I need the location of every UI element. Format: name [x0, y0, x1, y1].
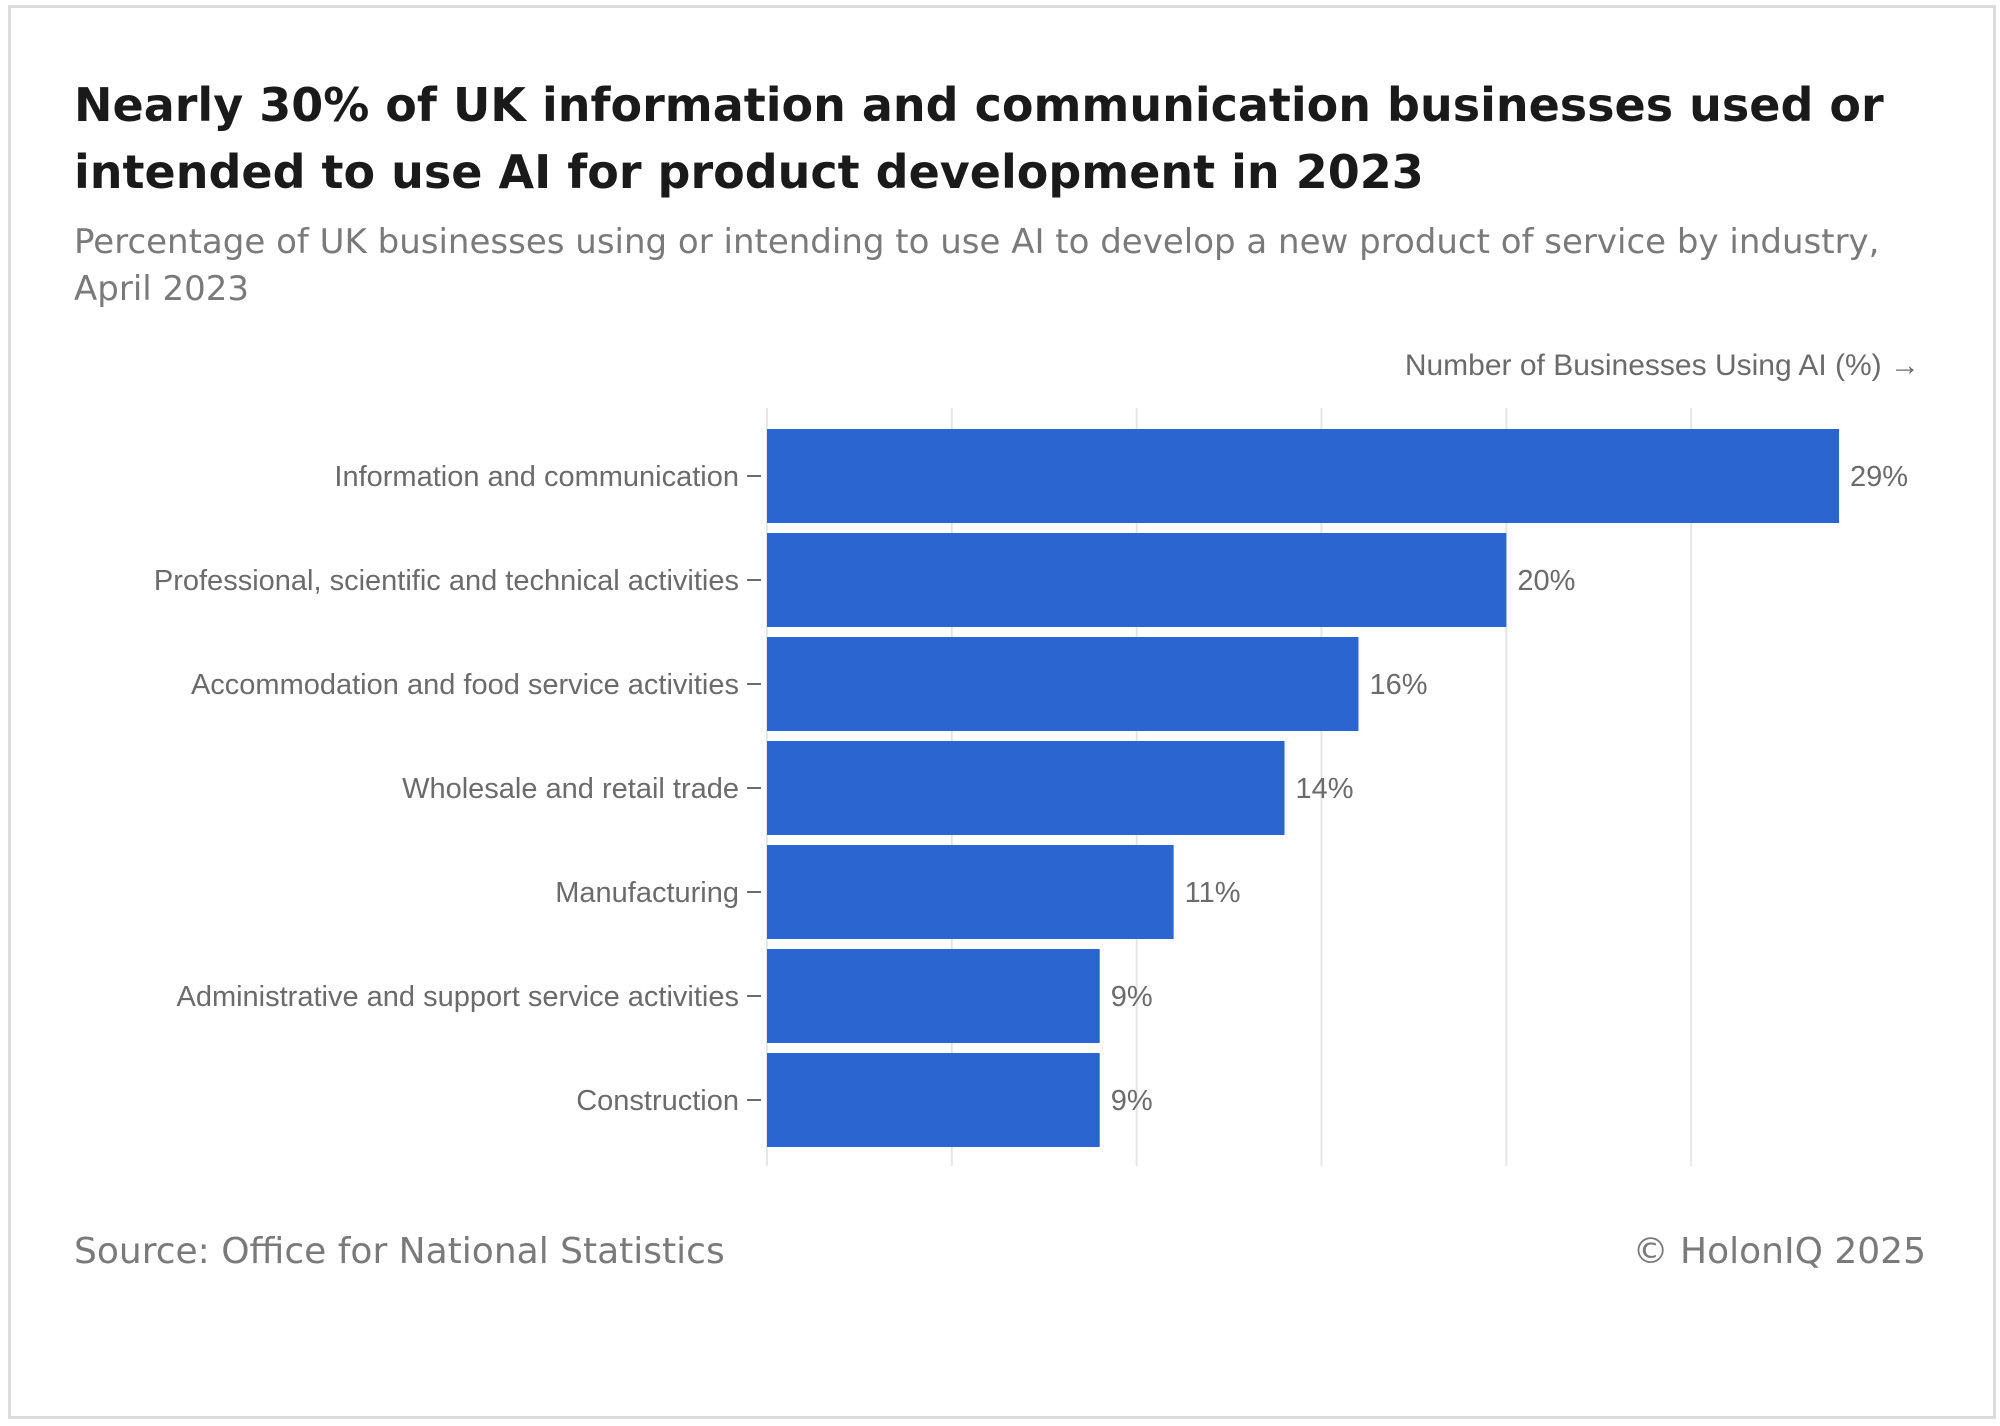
bar-6: [767, 1053, 1100, 1147]
category-label-4: Manufacturing: [555, 877, 739, 909]
category-label-3: Wholesale and retail trade: [402, 773, 739, 805]
bar-3: [767, 741, 1285, 835]
source-note: Source: Office for National Statistics: [74, 1231, 725, 1272]
bars: [767, 429, 1840, 1147]
category-labels: Information and communication Professiona…: [154, 461, 761, 1117]
x-axis-title: Number of Businesses Using AI (%) →: [1404, 349, 1920, 382]
category-label-2: Accommodation and food service activitie…: [191, 669, 739, 701]
category-label-6: Construction: [576, 1085, 739, 1117]
category-label-0: Information and communication: [334, 461, 739, 493]
bar-2: [767, 637, 1359, 731]
bar-5: [767, 949, 1100, 1043]
category-label-1: Professional, scientific and technical a…: [154, 565, 739, 597]
bar-0: [767, 429, 1840, 523]
bar-4: [767, 845, 1174, 939]
category-label-5: Administrative and support service activ…: [176, 981, 739, 1013]
value-label-0: 29%: [1850, 461, 1908, 493]
bar-1: [767, 533, 1507, 627]
value-labels: 29% 20% 16% 14% 11% 9% 9%: [1111, 461, 1908, 1117]
value-label-4: 11%: [1185, 877, 1241, 909]
value-label-3: 14%: [1296, 773, 1354, 805]
value-label-1: 20%: [1517, 565, 1575, 597]
value-label-2: 16%: [1369, 669, 1427, 701]
value-label-5: 9%: [1111, 981, 1153, 1013]
chart-title: Nearly 30% of UK information and communi…: [74, 78, 1884, 199]
copyright-note: © HolonIQ 2025: [1632, 1231, 1926, 1272]
chart-subtitle: Percentage of UK businesses using or int…: [74, 222, 1880, 309]
value-label-6: 9%: [1111, 1085, 1153, 1117]
